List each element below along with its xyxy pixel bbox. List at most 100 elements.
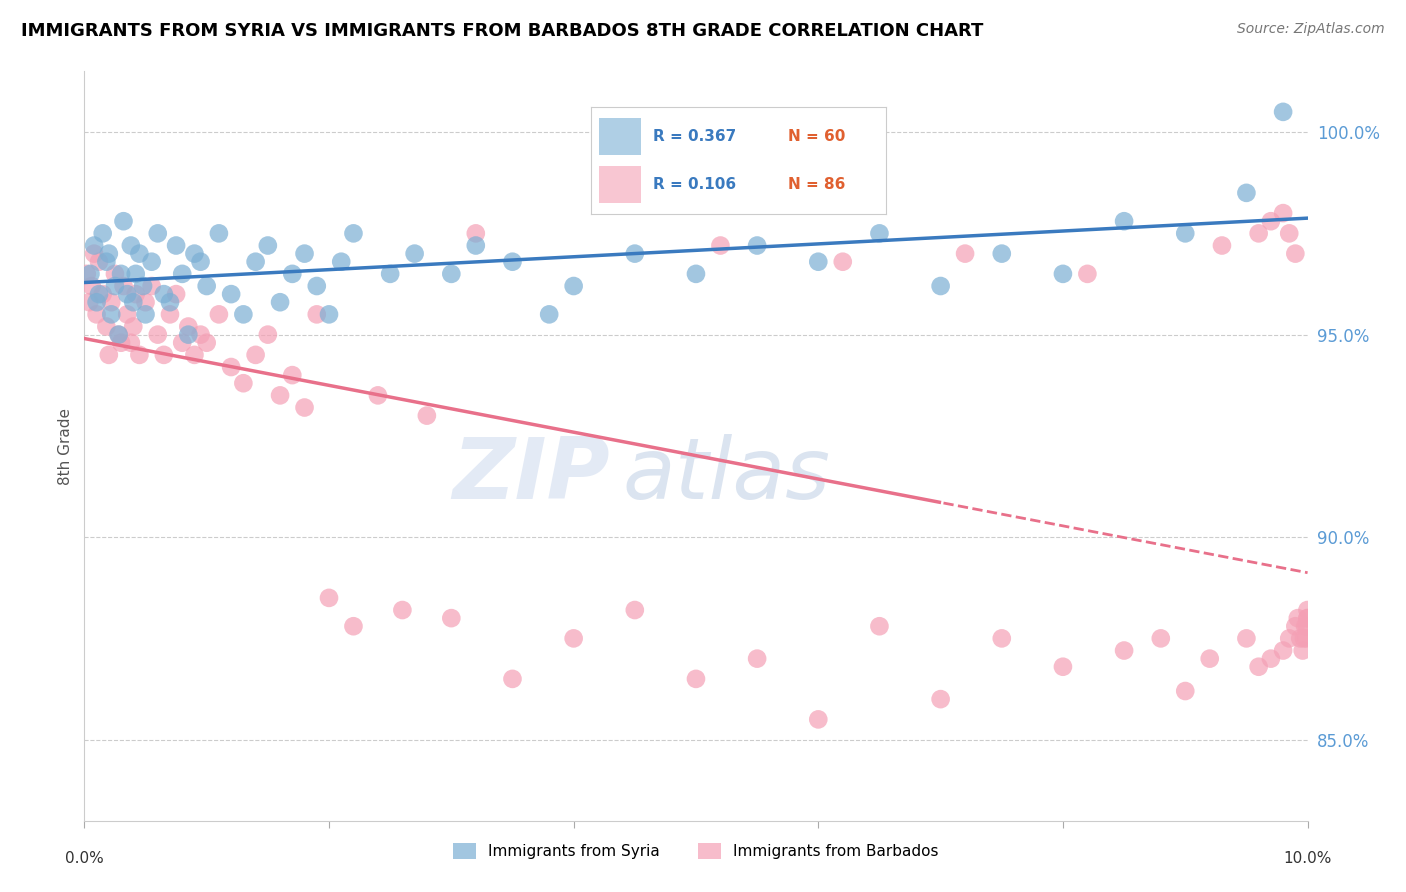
Point — [153, 348, 176, 362]
Point — [100, 295, 122, 310]
Point — [1211, 238, 1233, 252]
Point — [1076, 267, 1098, 281]
Point — [1296, 603, 1319, 617]
Point — [1294, 619, 1316, 633]
Point — [1247, 227, 1270, 241]
Point — [208, 307, 231, 321]
Point — [183, 348, 205, 362]
Point — [112, 279, 135, 293]
Legend: Immigrants from Syria, Immigrants from Barbados: Immigrants from Syria, Immigrants from B… — [447, 838, 945, 865]
Point — [195, 335, 218, 350]
Text: Source: ZipAtlas.com: Source: ZipAtlas.com — [1237, 22, 1385, 37]
Point — [1292, 632, 1315, 646]
Text: R = 0.367: R = 0.367 — [652, 129, 735, 144]
Point — [269, 388, 291, 402]
Point — [1272, 104, 1295, 119]
Point — [219, 359, 242, 374]
Point — [87, 287, 110, 301]
Point — [1278, 227, 1301, 241]
Point — [172, 335, 194, 350]
Point — [1236, 632, 1258, 646]
Point — [122, 319, 145, 334]
Point — [294, 246, 316, 260]
Point — [115, 307, 138, 321]
Point — [1114, 643, 1136, 657]
Point — [991, 246, 1014, 260]
Point — [1284, 619, 1306, 633]
Point — [1052, 659, 1074, 673]
Text: N = 60: N = 60 — [789, 129, 846, 144]
Point — [107, 327, 129, 342]
Point — [125, 287, 148, 301]
Point — [141, 279, 163, 293]
Text: IMMIGRANTS FROM SYRIA VS IMMIGRANTS FROM BARBADOS 8TH GRADE CORRELATION CHART: IMMIGRANTS FROM SYRIA VS IMMIGRANTS FROM… — [21, 22, 983, 40]
Point — [257, 327, 280, 342]
Point — [91, 287, 114, 301]
Point — [165, 287, 187, 301]
Point — [195, 279, 218, 293]
Point — [1236, 186, 1258, 200]
Point — [464, 227, 486, 241]
Point — [1052, 267, 1074, 281]
Point — [1272, 206, 1295, 220]
Point — [305, 279, 328, 293]
Point — [1296, 611, 1319, 625]
Point — [141, 254, 163, 268]
Text: ZIP: ZIP — [453, 434, 610, 517]
Point — [502, 672, 524, 686]
Point — [110, 335, 132, 350]
Point — [122, 295, 145, 310]
Point — [79, 267, 101, 281]
Point — [380, 267, 402, 281]
Point — [318, 307, 340, 321]
Point — [146, 227, 169, 241]
Point — [1114, 214, 1136, 228]
Point — [562, 279, 585, 293]
Point — [929, 692, 952, 706]
Point — [305, 307, 328, 321]
Point — [97, 246, 120, 260]
Point — [159, 307, 181, 321]
Point — [502, 254, 524, 268]
Point — [294, 401, 316, 415]
Point — [125, 267, 148, 281]
Point — [807, 254, 830, 268]
Point — [96, 319, 118, 334]
Point — [120, 238, 142, 252]
Point — [232, 376, 254, 391]
Point — [807, 712, 830, 726]
Point — [128, 246, 150, 260]
Point — [135, 307, 157, 321]
Point — [245, 348, 267, 362]
Text: 0.0%: 0.0% — [65, 851, 104, 866]
Point — [86, 295, 108, 310]
Point — [165, 238, 187, 252]
Point — [172, 267, 194, 281]
Point — [83, 246, 105, 260]
Point — [1296, 619, 1319, 633]
Point — [77, 295, 100, 310]
Point — [87, 254, 110, 268]
Point — [624, 246, 647, 260]
Point — [747, 238, 769, 252]
Point — [97, 348, 120, 362]
Point — [128, 348, 150, 362]
Point — [1289, 632, 1312, 646]
Point — [115, 287, 138, 301]
Point — [1296, 611, 1319, 625]
Point — [869, 227, 891, 241]
Point — [96, 254, 118, 268]
Point — [404, 246, 426, 260]
Point — [1260, 651, 1282, 665]
Point — [342, 227, 364, 241]
Point — [953, 246, 976, 260]
Point — [464, 238, 486, 252]
Point — [538, 307, 561, 321]
Text: 10.0%: 10.0% — [1284, 851, 1331, 866]
Text: N = 86: N = 86 — [789, 177, 846, 192]
Point — [1295, 632, 1317, 646]
Point — [1198, 651, 1220, 665]
Text: atlas: atlas — [623, 434, 831, 517]
Point — [110, 267, 132, 281]
Point — [1286, 611, 1309, 625]
